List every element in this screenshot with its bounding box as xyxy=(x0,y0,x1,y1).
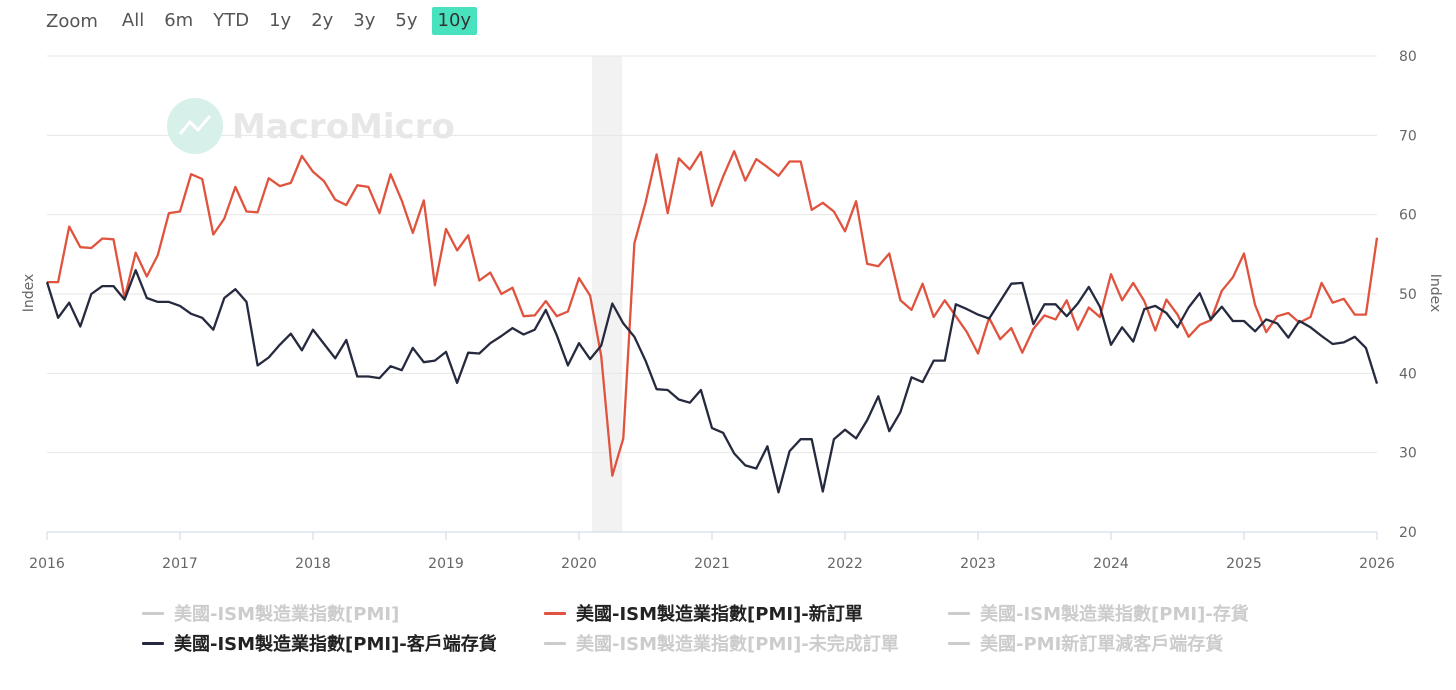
y-tick-label: 60 xyxy=(1399,208,1417,224)
y-tick-label: 70 xyxy=(1399,128,1417,144)
legend-swatch-new-orders xyxy=(544,611,566,615)
y-tick-label: 30 xyxy=(1399,446,1417,462)
x-tick-label: 2021 xyxy=(694,556,730,572)
line-chart: 20 30 40 50 60 70 80 2016 2017 2018 2019 2020 2021 20… xyxy=(21,49,1443,572)
legend-label-backlog: 美國-ISM製造業指數[PMI]-未完成訂單 xyxy=(576,634,899,655)
legend-swatch-customer-inventories xyxy=(142,641,164,645)
x-tick-label: 2020 xyxy=(561,556,597,572)
legend-item-pmi[interactable]: 美國-ISM製造業指數[PMI] xyxy=(142,600,399,626)
x-tick-label: 2026 xyxy=(1359,556,1395,572)
watermark-logo-trend-icon xyxy=(178,115,212,135)
x-tick-label: 2019 xyxy=(428,556,464,572)
legend-label-spread: 美國-PMI新訂單減客戶端存貨 xyxy=(980,634,1224,655)
x-tick-label: 2024 xyxy=(1093,556,1129,572)
legend-item-customer-inventories[interactable]: 美國-ISM製造業指數[PMI]-客戶端存貨 xyxy=(142,630,497,656)
legend-label-pmi: 美國-ISM製造業指數[PMI] xyxy=(174,604,400,625)
watermark-text: MacroMicro xyxy=(232,107,455,147)
zoom-button-all[interactable]: All xyxy=(121,10,145,31)
zoom-button-6m[interactable]: 6m xyxy=(164,10,194,31)
x-tick-label: 2023 xyxy=(960,556,996,572)
zoom-button-3y[interactable]: 3y xyxy=(353,10,376,31)
legend: 美國-ISM製造業指數[PMI] 美國-ISM製造業指數[PMI]-新訂單 美國… xyxy=(0,596,1456,666)
series-layer xyxy=(45,150,1379,494)
axis-layer: Index Index xyxy=(21,274,1443,313)
legend-label-customer-inventories: 美國-ISM製造業指數[PMI]-客戶端存貨 xyxy=(174,634,497,655)
y-tick-label: 80 xyxy=(1399,49,1417,65)
x-tick-label: 2022 xyxy=(827,556,863,572)
grid-layer: 20 30 40 50 60 70 80 2016 2017 2018 2019 2020 2021 20… xyxy=(29,49,1417,572)
series-line-new-orders xyxy=(47,150,1379,477)
zoom-button-10y[interactable]: 10y xyxy=(431,7,478,35)
legend-item-new-orders[interactable]: 美國-ISM製造業指數[PMI]-新訂單 xyxy=(544,600,863,626)
legend-swatch-backlog xyxy=(544,641,566,645)
x-tick-label: 2016 xyxy=(29,556,65,572)
range-selector: Zoom All 6m YTD 1y 2y 3y 5y 10y xyxy=(46,6,485,36)
x-tick-label: 2018 xyxy=(295,556,331,572)
y-axis-title-right: Index xyxy=(1427,274,1443,313)
legend-swatch-inventories xyxy=(948,611,970,615)
legend-item-spread[interactable]: 美國-PMI新訂單減客戶端存貨 xyxy=(948,630,1223,656)
y-axis-title-left: Index xyxy=(21,274,37,313)
legend-label-new-orders: 美國-ISM製造業指數[PMI]-新訂單 xyxy=(576,604,863,625)
zoom-label: Zoom xyxy=(46,10,98,32)
zoom-button-1y[interactable]: 1y xyxy=(269,10,292,31)
legend-swatch-spread xyxy=(948,641,970,645)
legend-item-inventories[interactable]: 美國-ISM製造業指數[PMI]-存貨 xyxy=(948,600,1249,626)
zoom-button-ytd[interactable]: YTD xyxy=(213,10,250,31)
zoom-button-5y[interactable]: 5y xyxy=(395,10,418,31)
watermark: MacroMicro xyxy=(167,98,455,154)
legend-item-backlog[interactable]: 美國-ISM製造業指數[PMI]-未完成訂單 xyxy=(544,630,899,656)
y-tick-label: 40 xyxy=(1399,366,1417,382)
series-line-customer-inventories xyxy=(45,269,1379,494)
y-tick-label: 50 xyxy=(1399,287,1417,303)
x-tick-label: 2025 xyxy=(1226,556,1262,572)
zoom-button-2y[interactable]: 2y xyxy=(311,10,334,31)
legend-label-inventories: 美國-ISM製造業指數[PMI]-存貨 xyxy=(980,604,1249,625)
x-tick-label: 2017 xyxy=(162,556,198,572)
legend-swatch-pmi xyxy=(142,611,164,615)
y-tick-label: 20 xyxy=(1399,525,1417,541)
